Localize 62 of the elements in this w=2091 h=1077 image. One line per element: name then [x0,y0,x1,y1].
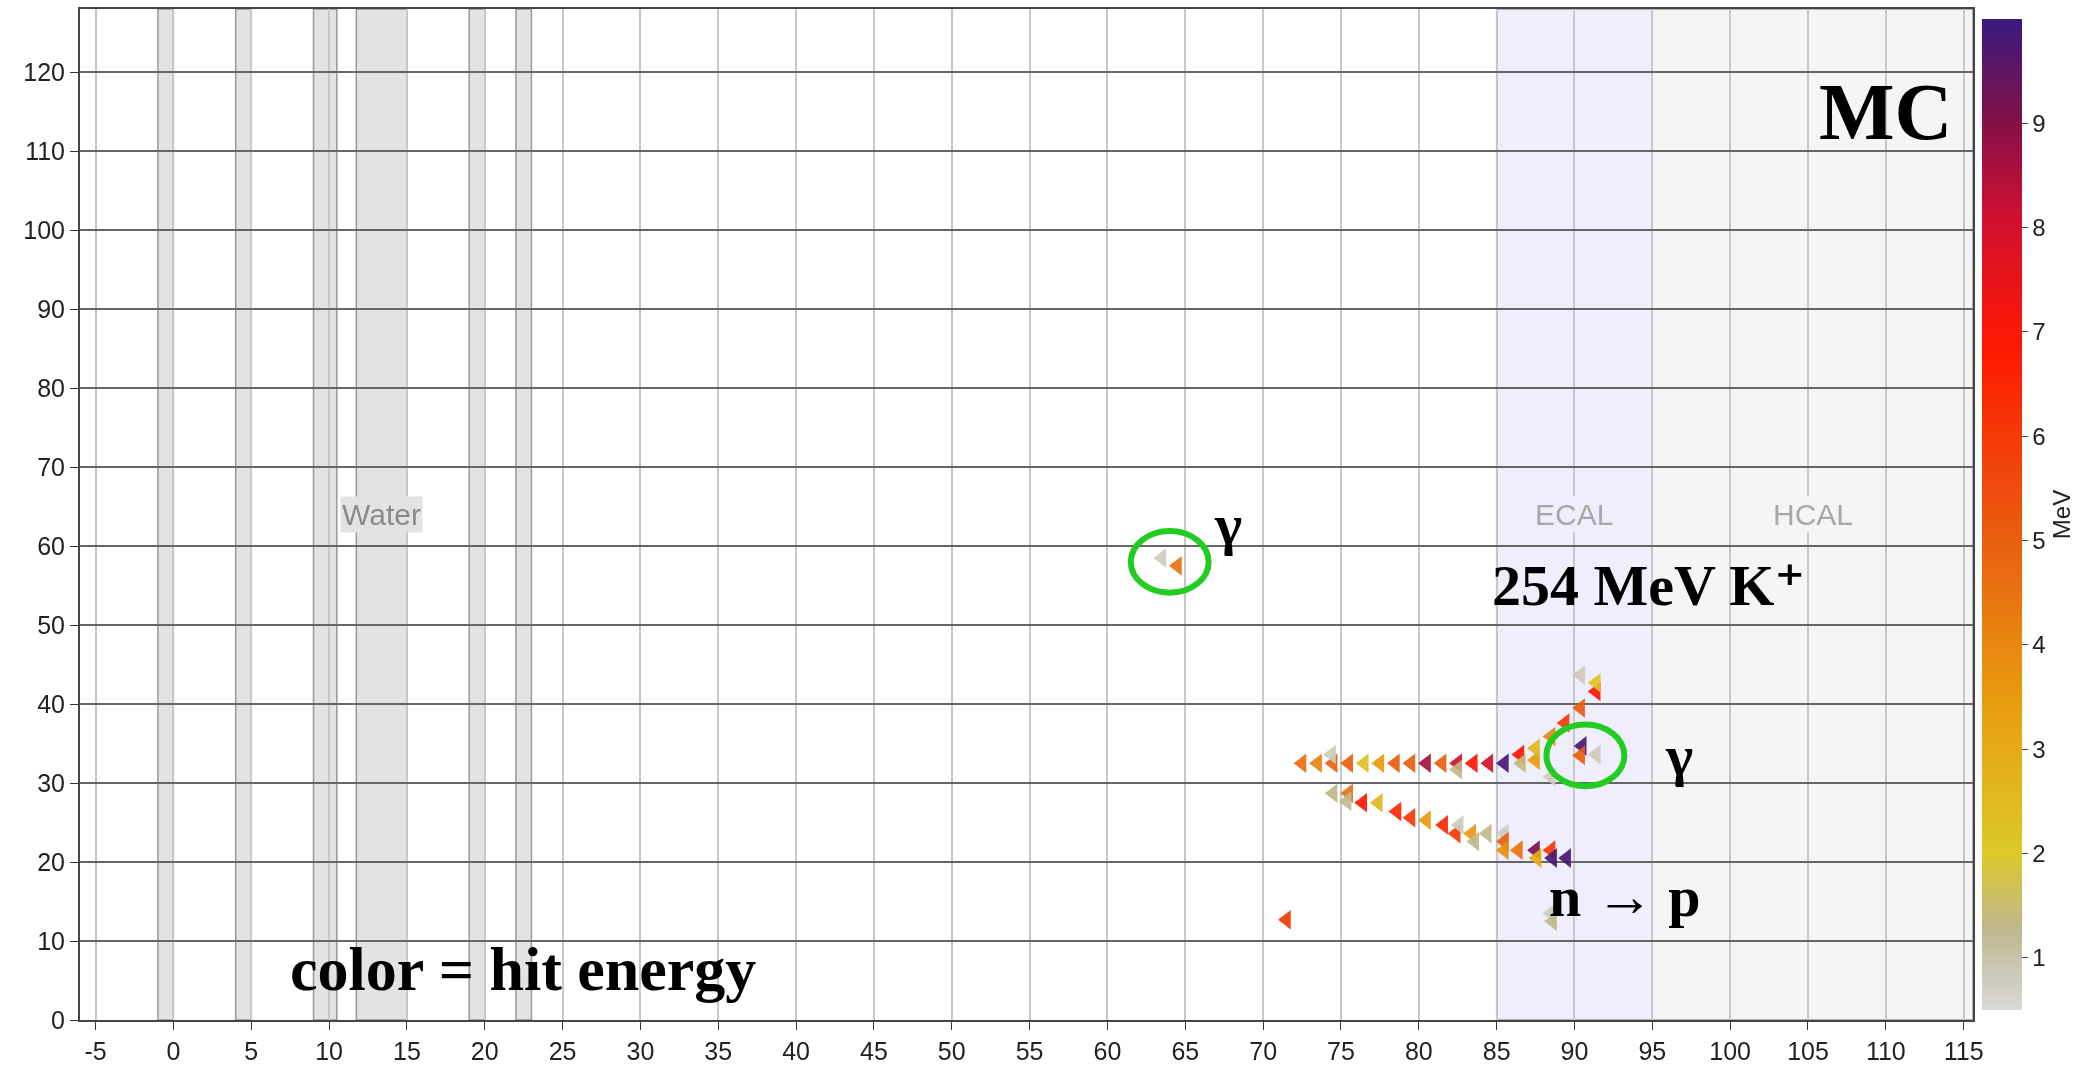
color-bar-title: MeV [2047,489,2075,540]
y-tick-label: 30 [37,768,65,797]
x-tick-label: 95 [1638,1037,1667,1065]
x-tick-label: 0 [166,1037,181,1065]
point [1509,840,1523,860]
x-tick-label: 75 [1327,1037,1355,1065]
x-tick-label: 70 [1249,1037,1278,1065]
x-tick-label: 30 [626,1037,655,1065]
x-tick-label: 35 [704,1037,733,1065]
x-tick-label: -5 [84,1037,107,1065]
y-tick-label: 90 [37,294,65,323]
x-tick-label: 5 [244,1037,259,1065]
annotation: γ [1214,492,1243,557]
x-tick-label: 105 [1787,1037,1829,1065]
y-tick-label: 40 [37,689,65,718]
annotation: γ [1665,723,1694,788]
band-label: ECAL [1535,498,1614,531]
x-tick-label: 20 [470,1037,499,1065]
y-tick-label: 70 [37,452,65,481]
y-tick-label: 60 [37,531,65,560]
color-bar-label: 2 [2032,839,2046,867]
point [1528,848,1542,868]
point [1450,815,1464,835]
x-tick-label: 45 [860,1037,888,1065]
color-bar-label: 1 [2032,944,2046,972]
color-bar-label: 4 [2032,631,2046,659]
x-tick-label: 100 [1709,1037,1752,1065]
color-bar-label: 6 [2032,422,2046,450]
color-bar-label: 5 [2032,526,2046,554]
point [1153,548,1167,568]
annotation: MC [1819,68,1953,156]
annotation: n → p [1549,864,1701,929]
x-tick-label: 55 [1015,1037,1044,1065]
x-tick-label: 15 [393,1037,421,1065]
y-tick-label: 100 [23,215,65,244]
x-tick-label: 80 [1404,1037,1433,1065]
point [1495,840,1509,860]
x-tick-label: 110 [1865,1037,1906,1065]
y-tick-label: 80 [37,373,65,402]
x-tick-label: 60 [1093,1037,1122,1065]
x-tick-label: 90 [1560,1037,1589,1065]
y-tick-label: 50 [37,610,65,639]
x-tick-label: 25 [548,1037,577,1065]
x-tick-label: 40 [782,1037,811,1065]
x-tick-label: 50 [937,1037,966,1065]
annotation: 254 MeV K⁺ [1492,553,1806,618]
x-tick-label: 10 [315,1037,343,1065]
y-tick-label: 110 [25,136,65,165]
color-bar-label: 8 [2032,214,2046,242]
y-tick-label: 120 [23,57,65,86]
y-tick-label: 10 [37,926,65,955]
x-tick-label: 65 [1171,1037,1200,1065]
y-tick-label: 20 [37,847,65,876]
x-tick-label: 115 [1943,1037,1984,1065]
y-tick-label: 0 [51,1005,65,1034]
band-label: HCAL [1773,498,1854,531]
color-bar-label: 9 [2032,109,2046,137]
color-bar-label: 7 [2032,318,2046,346]
x-tick-label: 85 [1482,1037,1511,1065]
color-bar-label: 3 [2032,735,2046,763]
band-label: Water [342,498,421,531]
annotation: color = hit energy [290,935,757,1003]
